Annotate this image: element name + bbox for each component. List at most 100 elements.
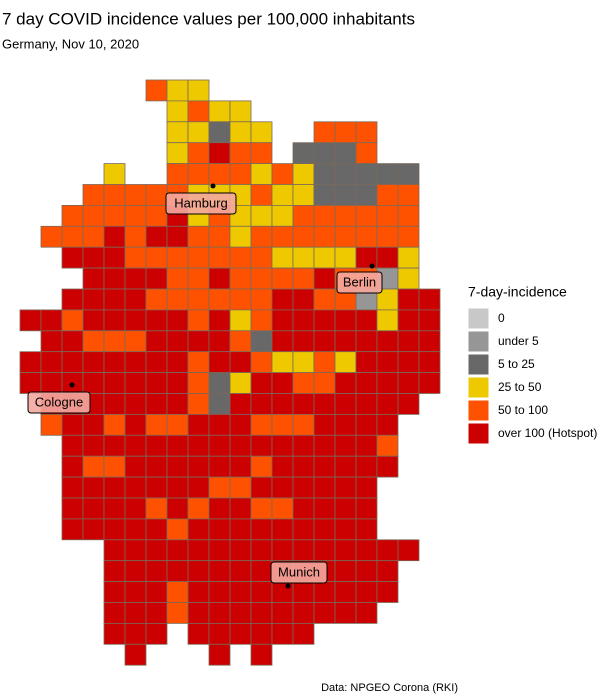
cell [271, 309, 294, 332]
cell [19, 351, 42, 374]
cell [82, 434, 105, 457]
cell [334, 581, 357, 603]
cell [187, 372, 210, 394]
cell [124, 351, 147, 374]
cell [61, 497, 84, 520]
cell [124, 518, 147, 541]
cell [313, 351, 336, 374]
cell [271, 539, 294, 562]
cell [313, 434, 336, 457]
cell [187, 267, 210, 290]
cell [292, 225, 315, 248]
city-label: Hamburg [174, 195, 227, 210]
cell [208, 455, 231, 478]
cell [145, 434, 168, 457]
cell [376, 246, 399, 269]
cell [271, 623, 294, 645]
cell [250, 246, 273, 269]
cell [82, 225, 105, 248]
cell [334, 142, 357, 164]
cell [124, 643, 147, 666]
cell [124, 476, 147, 499]
legend-label: 25 to 50 [498, 380, 542, 394]
cell [103, 455, 126, 478]
cell [145, 372, 168, 394]
cell [103, 246, 126, 269]
cell [61, 246, 84, 269]
city-label-box [270, 561, 328, 584]
cell [292, 246, 315, 269]
cell [208, 225, 231, 248]
cell [124, 560, 147, 583]
cell [271, 476, 294, 499]
cell [229, 351, 252, 374]
cell [208, 623, 231, 645]
cell [334, 602, 357, 624]
cell [187, 79, 210, 102]
cell [397, 225, 420, 248]
cell [376, 204, 399, 227]
cell [145, 539, 168, 562]
cell [355, 602, 378, 624]
cell [292, 455, 315, 478]
city-label-box [165, 192, 237, 215]
cell [355, 581, 378, 603]
cell [334, 372, 357, 394]
cell [208, 393, 231, 415]
cell [229, 121, 252, 144]
cell [292, 184, 315, 206]
cell [313, 204, 336, 227]
cell [187, 602, 210, 624]
cell [334, 184, 357, 206]
city-dot [369, 263, 375, 269]
cell [229, 581, 252, 603]
cell [250, 142, 273, 164]
cell [145, 309, 168, 332]
cell [376, 184, 399, 206]
cell [124, 455, 147, 478]
cell [334, 309, 357, 332]
cell [376, 372, 399, 394]
cell [103, 288, 126, 311]
cell [187, 351, 210, 374]
cell [313, 142, 336, 164]
cell [166, 413, 189, 436]
cell [124, 184, 147, 206]
cell [334, 351, 357, 374]
cell [292, 163, 315, 185]
cell [82, 330, 105, 353]
cell [166, 142, 189, 164]
legend-swatch [467, 422, 490, 445]
cell [124, 309, 147, 332]
cell [313, 476, 336, 499]
cell [208, 142, 231, 164]
cell [61, 476, 84, 499]
cell [355, 393, 378, 415]
cell [397, 393, 420, 415]
cell [145, 413, 168, 436]
cell [229, 455, 252, 478]
cell [355, 121, 378, 144]
cell [124, 434, 147, 457]
cell [397, 267, 420, 290]
cell [250, 497, 273, 520]
cell [103, 351, 126, 374]
cell [61, 288, 84, 311]
cell [355, 539, 378, 562]
cell [334, 163, 357, 185]
cell [187, 100, 210, 123]
cell [82, 497, 105, 520]
cell [82, 309, 105, 332]
cell [145, 476, 168, 499]
cell [250, 330, 273, 353]
cell [103, 413, 126, 436]
cell [145, 204, 168, 227]
cell [376, 393, 399, 415]
cell [355, 330, 378, 353]
cell [355, 413, 378, 436]
cell [355, 518, 378, 541]
cell [229, 560, 252, 583]
cell [208, 581, 231, 603]
cell [103, 330, 126, 353]
city-dot [69, 382, 75, 388]
